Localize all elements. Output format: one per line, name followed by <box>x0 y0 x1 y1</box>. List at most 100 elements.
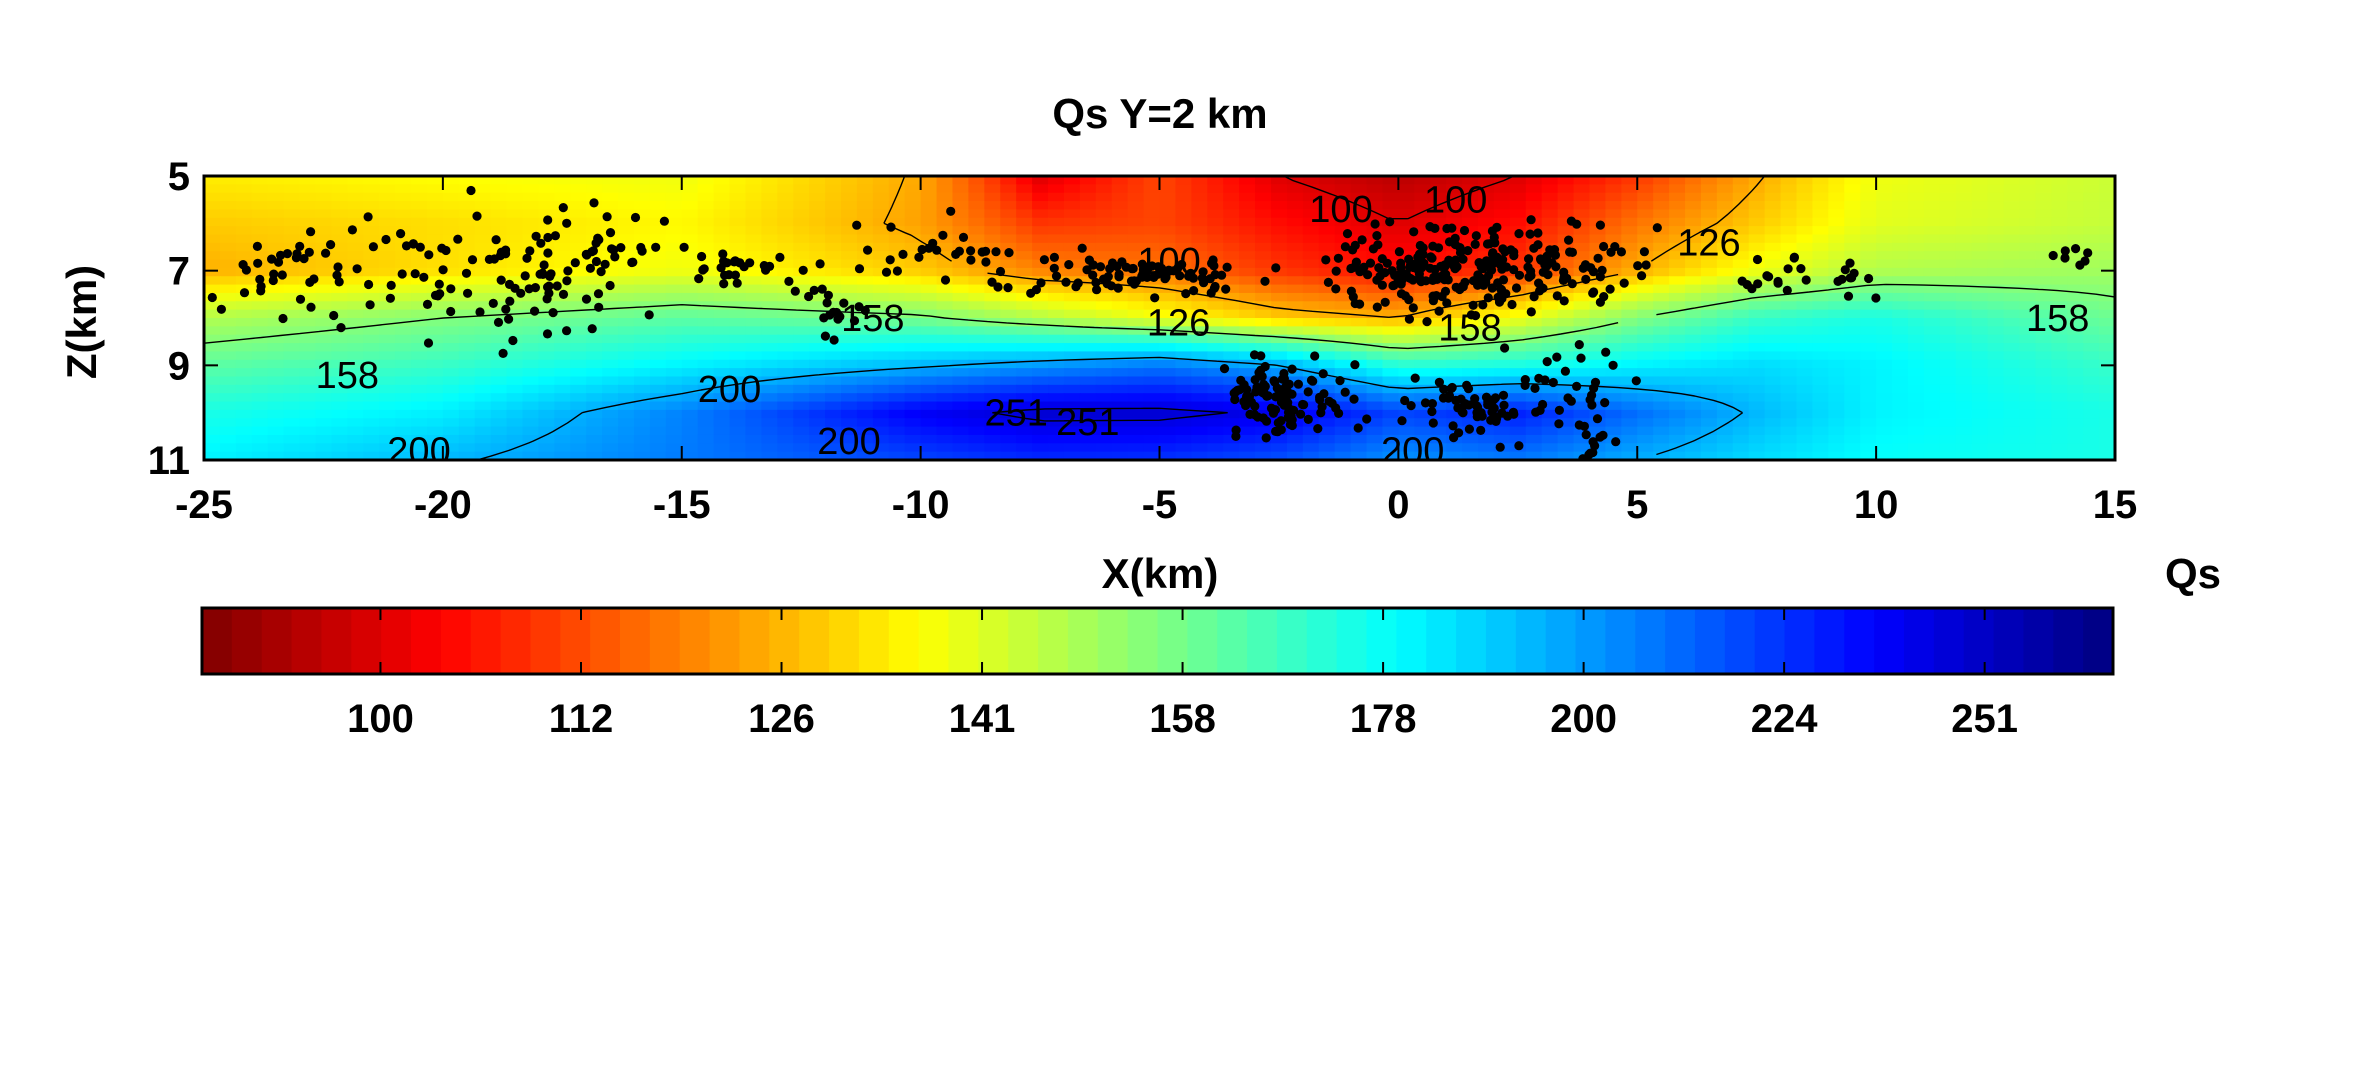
heat-cell <box>2067 434 2084 445</box>
heat-cell <box>809 443 826 453</box>
heat-cell <box>888 242 906 252</box>
heat-cell <box>777 401 795 411</box>
event-dot <box>1209 261 1219 271</box>
heat-cell <box>490 443 508 453</box>
heat-cell <box>1302 184 1320 194</box>
heat-cell <box>363 318 380 328</box>
heat-cell <box>299 284 317 294</box>
heat-cell <box>1350 309 1368 319</box>
heat-cell <box>697 176 715 186</box>
heat-cell <box>570 292 588 303</box>
heat-cell <box>442 292 460 303</box>
heat-cell <box>825 376 842 386</box>
heat-cell <box>1143 226 1161 236</box>
heat-cell <box>283 209 301 219</box>
heat-cell <box>777 267 795 278</box>
heat-cell <box>347 284 365 294</box>
heat-cell <box>1796 292 1814 303</box>
heat-cell <box>713 326 731 336</box>
heat-cell <box>379 434 396 445</box>
heat-cell <box>1685 209 1702 219</box>
heat-cell <box>1223 217 1240 227</box>
heat-cell <box>1828 434 1846 445</box>
heat-cell <box>204 393 221 403</box>
heat-cell <box>936 292 954 303</box>
heat-cell <box>2067 292 2084 303</box>
heat-cell <box>1334 284 1352 294</box>
heat-cell <box>554 242 572 252</box>
heat-cell <box>1971 418 1989 428</box>
heat-cell <box>984 309 1002 319</box>
heat-cell <box>1127 301 1145 311</box>
heat-cell <box>713 217 731 227</box>
heat-cell <box>713 401 731 411</box>
heat-cell <box>1860 209 1877 219</box>
heat-cell <box>331 284 349 294</box>
event-dot <box>1639 247 1649 257</box>
event-dot <box>1287 420 1297 431</box>
heat-cell <box>411 326 428 336</box>
heat-cell <box>1573 401 1591 411</box>
heat-cell <box>920 217 938 227</box>
heat-cell <box>1207 276 1225 286</box>
event-dot <box>981 257 991 267</box>
heat-cell <box>904 434 922 445</box>
heat-cell <box>411 292 428 303</box>
heat-cell <box>1255 259 1272 269</box>
heat-cell <box>219 426 237 436</box>
heat-cell <box>1939 276 1957 286</box>
heat-cell <box>1302 259 1320 269</box>
heat-cell <box>1621 226 1639 236</box>
heat-cell <box>2019 409 2037 420</box>
heat-cell <box>1286 384 1304 394</box>
heat-cell <box>235 217 253 227</box>
heat-cell <box>2099 242 2115 252</box>
heat-cell <box>395 284 412 294</box>
heat-cell <box>2051 251 2069 261</box>
heat-cell <box>1907 443 1925 453</box>
heat-cell <box>267 201 285 211</box>
heat-cell <box>347 192 365 202</box>
heat-cell <box>426 267 444 278</box>
heat-cell <box>1828 209 1846 219</box>
heat-cell <box>681 376 699 386</box>
heat-cell <box>1191 292 1209 303</box>
heat-cell <box>809 226 826 236</box>
heat-cell <box>841 401 858 411</box>
heat-cell <box>331 242 349 252</box>
event-dot <box>659 216 670 226</box>
heat-cell <box>1525 176 1543 186</box>
heat-cell <box>1955 318 1973 328</box>
heat-cell <box>984 401 1002 411</box>
heat-cell <box>458 226 476 236</box>
heat-cell <box>1032 443 1049 453</box>
heat-cell <box>267 301 285 311</box>
heat-cell <box>1653 334 1670 344</box>
heat-cell <box>952 434 970 445</box>
heat-cell <box>395 451 412 460</box>
heat-cell <box>1780 292 1798 303</box>
event-dot <box>1138 271 1148 282</box>
heat-cell <box>554 418 572 428</box>
heat-cell <box>1175 242 1193 252</box>
event-dot <box>1533 240 1543 250</box>
heat-cell <box>1414 434 1432 445</box>
heat-cell <box>442 368 460 378</box>
heat-cell <box>474 418 492 428</box>
heat-cell <box>331 318 349 328</box>
heat-cell <box>204 343 221 353</box>
heat-cell <box>379 242 396 252</box>
heat-cell <box>1382 401 1400 411</box>
heat-cell <box>665 434 683 445</box>
heat-cell <box>1462 359 1479 369</box>
heat-cell <box>1286 351 1304 361</box>
heat-cell <box>1223 351 1240 361</box>
heat-cell <box>1159 184 1177 194</box>
heat-cell <box>2083 201 2100 211</box>
heat-cell <box>1637 368 1654 378</box>
heat-cell <box>968 276 986 286</box>
heat-cell <box>395 276 412 286</box>
heat-cell <box>665 292 683 303</box>
event-dot <box>849 316 860 326</box>
event-dot <box>1221 284 1231 294</box>
